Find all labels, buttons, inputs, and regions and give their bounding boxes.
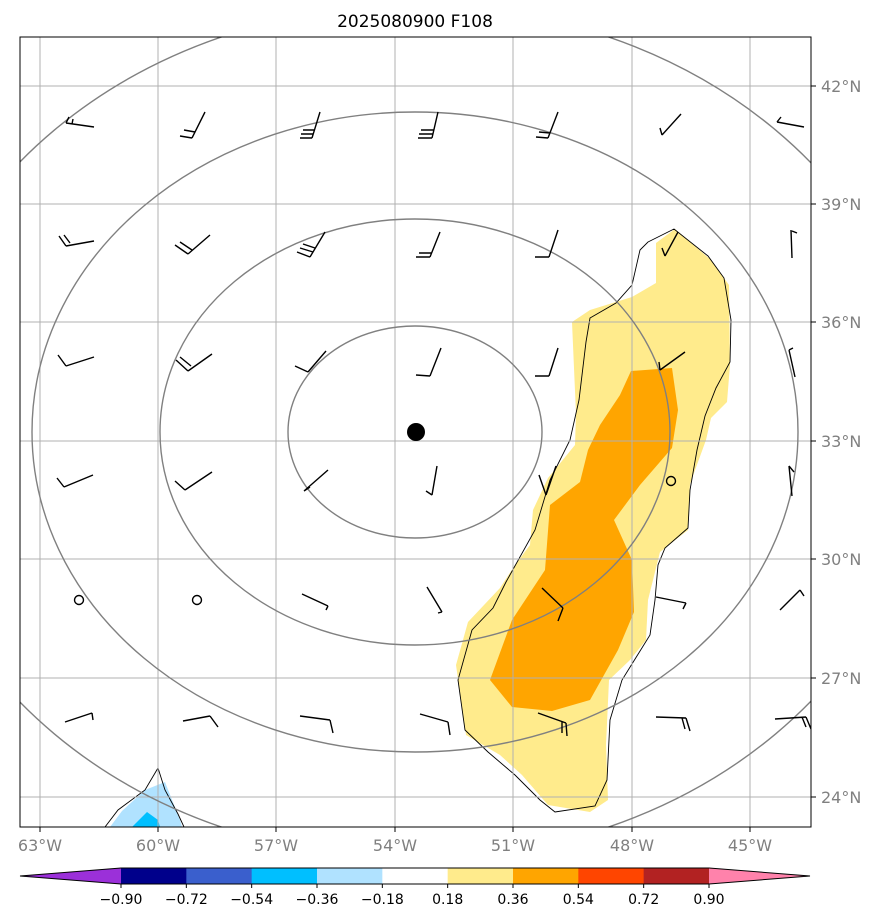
wind-barb bbox=[419, 713, 451, 736]
wind-barb bbox=[535, 229, 559, 258]
lon-label: 48°W bbox=[610, 836, 654, 855]
colorbar-segment bbox=[643, 868, 710, 884]
colorbar-tick-label: 0.36 bbox=[497, 892, 528, 908]
colorbar-tick-label: 0.18 bbox=[432, 892, 463, 908]
lat-labels: 42°N 39°N 36°N 33°N 30°N 27°N 24°N bbox=[821, 77, 861, 807]
wind-barb bbox=[426, 586, 443, 614]
wind-barb bbox=[56, 474, 94, 488]
lat-label: 33°N bbox=[821, 432, 861, 451]
lat-label: 30°N bbox=[821, 550, 861, 569]
wind-barb bbox=[537, 712, 568, 737]
wind-barb bbox=[300, 111, 321, 139]
wind-barb bbox=[661, 231, 679, 257]
wind-barb bbox=[301, 593, 329, 611]
lon-label: 51°W bbox=[491, 836, 535, 855]
lon-label: 57°W bbox=[254, 836, 298, 855]
range-rings bbox=[20, 37, 811, 827]
lon-label: 45°W bbox=[728, 836, 772, 855]
lat-label: 24°N bbox=[821, 788, 861, 807]
colorbar-segment bbox=[121, 868, 187, 884]
colorbar-segment bbox=[513, 868, 579, 884]
colorbar-segment bbox=[251, 868, 318, 884]
colorbar-segment bbox=[186, 868, 253, 884]
colorbar-tick-label: 0.90 bbox=[693, 892, 724, 908]
colorbar-segment bbox=[382, 868, 449, 884]
wind-barb bbox=[779, 589, 805, 611]
calm-circle bbox=[73, 594, 85, 606]
wind-barb bbox=[535, 347, 559, 377]
colorbar-tick-label: −0.72 bbox=[165, 892, 208, 908]
lon-label: 60°W bbox=[136, 836, 180, 855]
colorbar-tick-label: −0.36 bbox=[296, 892, 339, 908]
wind-barb bbox=[415, 347, 442, 377]
positive-anomaly-medium bbox=[490, 368, 678, 711]
colorbar-extend-high bbox=[709, 868, 810, 884]
colorbar-segment bbox=[578, 868, 645, 884]
wind-barb bbox=[174, 234, 211, 255]
wind-barb bbox=[658, 351, 686, 371]
wind-barb bbox=[64, 712, 94, 723]
wind-barb bbox=[299, 715, 334, 734]
wind-barb bbox=[65, 116, 95, 128]
wind-barb bbox=[182, 715, 219, 728]
map-frame bbox=[19, 36, 812, 828]
grid bbox=[20, 37, 811, 827]
wind-barb bbox=[655, 596, 687, 610]
wind-barb bbox=[418, 111, 439, 139]
calm-circle bbox=[665, 475, 677, 487]
wind-barb bbox=[535, 111, 559, 139]
calm-circle bbox=[191, 594, 203, 606]
colorbar-tick-label: −0.90 bbox=[100, 892, 143, 908]
wind-barb bbox=[58, 234, 95, 247]
colorbar-tick-label: −0.54 bbox=[230, 892, 273, 908]
negative-anomaly-light bbox=[110, 782, 182, 827]
colorbar: −0.90 −0.72 −0.54 −0.36 −0.18 0.18 0.36 0.54 0.7… bbox=[19, 867, 811, 908]
map-title: 2025080900 F108 bbox=[337, 12, 493, 32]
colorbar-tick-label: 0.72 bbox=[628, 892, 659, 908]
wind-barb bbox=[303, 469, 329, 492]
colorbar-segment bbox=[447, 868, 514, 884]
colorbar-extend-low bbox=[20, 868, 121, 884]
wind-barb bbox=[179, 111, 206, 139]
lon-labels: 63°W 60°W 57°W 54°W 51°W 48°W 45°W bbox=[18, 836, 772, 855]
negative-anomaly-medium bbox=[132, 812, 160, 827]
map-area bbox=[20, 37, 811, 827]
lat-label: 42°N bbox=[821, 77, 861, 96]
wind-barb bbox=[538, 465, 557, 496]
wind-barb bbox=[416, 231, 441, 258]
thin-contour-east bbox=[457, 228, 732, 813]
wind-barb bbox=[788, 465, 795, 497]
wind-barb bbox=[774, 716, 811, 730]
wind-barb bbox=[776, 116, 805, 128]
wind-barb bbox=[655, 716, 691, 732]
wind-barb bbox=[425, 465, 438, 496]
wind-barb bbox=[294, 350, 327, 373]
wind-barb bbox=[788, 347, 796, 378]
colorbar-tick-label: 0.54 bbox=[563, 892, 594, 908]
wind-barb bbox=[175, 353, 213, 372]
lat-label: 27°N bbox=[821, 669, 861, 688]
storm-center-marker bbox=[407, 423, 425, 441]
wind-barbs bbox=[56, 111, 811, 737]
colorbar-tick-label: −0.18 bbox=[361, 892, 404, 908]
wind-barb bbox=[541, 587, 564, 622]
colorbar-segment bbox=[317, 868, 383, 884]
wind-barb bbox=[659, 113, 682, 136]
tick-marks bbox=[39, 85, 816, 832]
lon-label: 54°W bbox=[373, 836, 417, 855]
lat-label: 39°N bbox=[821, 195, 861, 214]
lat-label: 36°N bbox=[821, 313, 861, 332]
wind-barb bbox=[174, 471, 213, 491]
wind-barb bbox=[790, 229, 798, 259]
wind-barb bbox=[57, 354, 95, 367]
wind-barb bbox=[296, 231, 326, 258]
lon-label: 63°W bbox=[18, 836, 62, 855]
